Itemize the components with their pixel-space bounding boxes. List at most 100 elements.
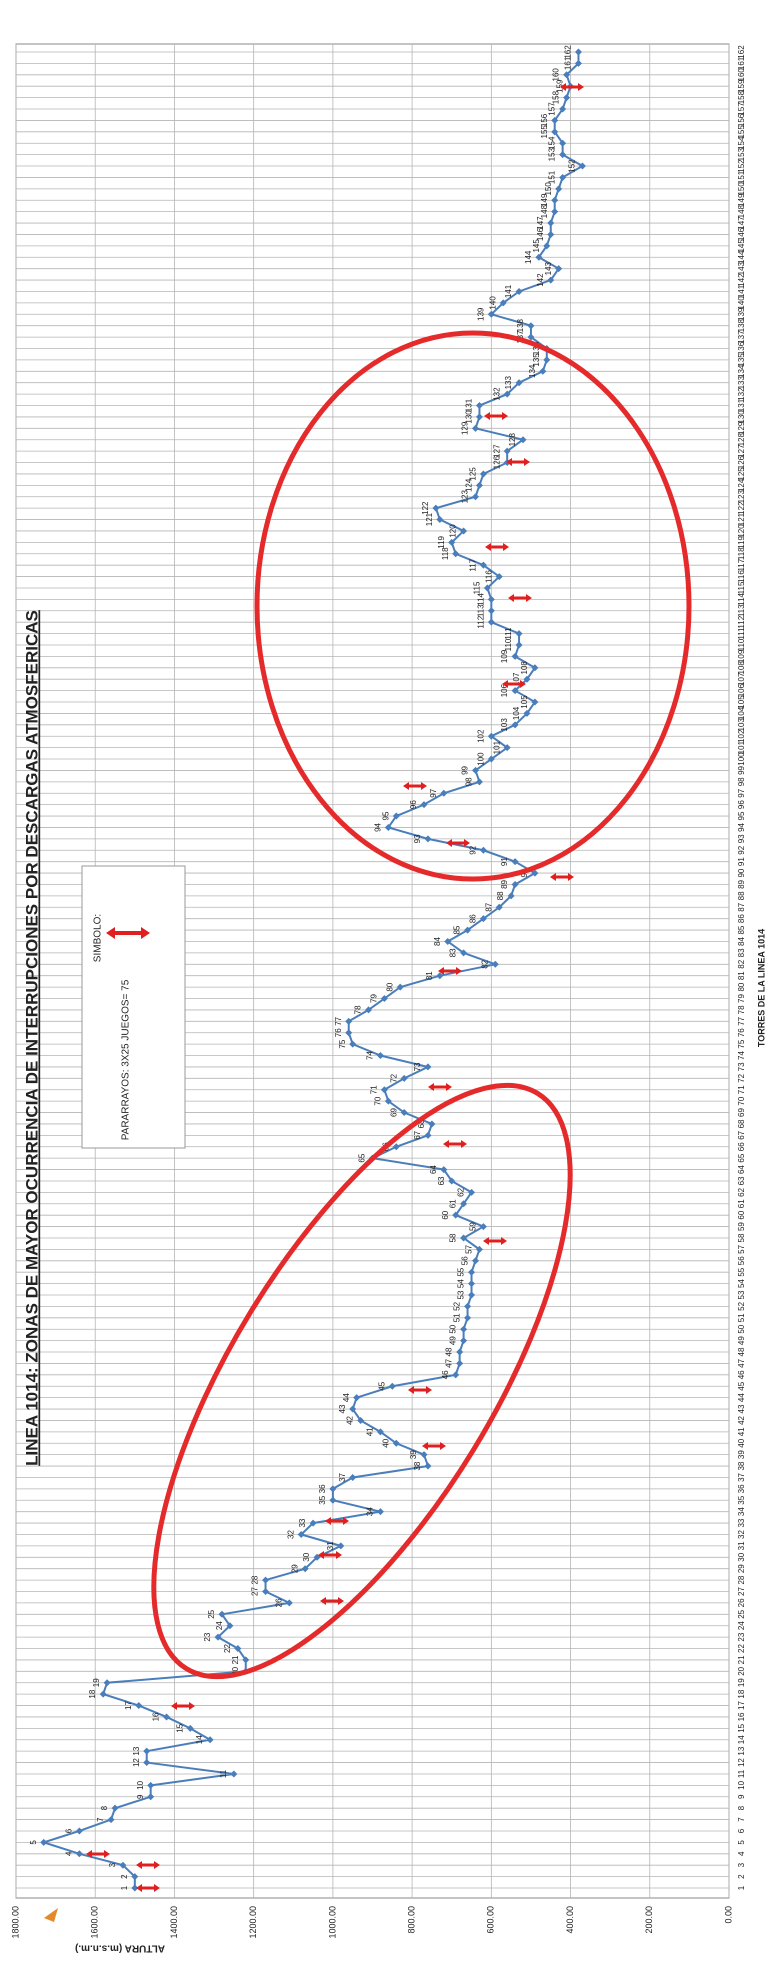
x-tick-label: 111 [737, 627, 746, 640]
point [75, 1827, 83, 1835]
data-label: 129 [461, 421, 470, 435]
x-tick-label: 110 [737, 638, 746, 651]
arrester-symbol [438, 967, 462, 975]
x-tick-label: 86 [737, 914, 746, 923]
x-tick-label: 72 [737, 1073, 746, 1082]
point [487, 732, 495, 740]
x-tick-label: 48 [737, 1347, 746, 1356]
point [147, 1781, 155, 1789]
data-label: 103 [500, 718, 509, 732]
x-tick-label: 60 [737, 1210, 746, 1219]
data-label: 22 [223, 1644, 232, 1653]
data-label: 34 [366, 1507, 375, 1516]
data-label: 162 [564, 45, 573, 59]
point [511, 880, 519, 888]
point [376, 1428, 384, 1436]
data-label: 127 [492, 444, 501, 458]
data-label: 21 [231, 1655, 240, 1664]
x-tick-label: 38 [737, 1461, 746, 1470]
point [483, 584, 491, 592]
arrow-heads [428, 1083, 452, 1091]
x-tick-label: 17 [737, 1701, 746, 1710]
data-label: 71 [369, 1085, 378, 1094]
x-tick-label: 5 [737, 1840, 746, 1845]
data-label: 109 [500, 649, 509, 663]
x-tick-label: 91 [737, 857, 746, 866]
x-tick-label: 84 [737, 936, 746, 945]
icon [44, 1908, 58, 1922]
arrester-symbol [325, 1517, 349, 1525]
data-label: 150 [544, 182, 553, 196]
data-label: 140 [488, 296, 497, 310]
data-label: 73 [413, 1062, 422, 1071]
y-tick-label: 800.00 [406, 1906, 416, 1934]
x-tick-label: 80 [737, 982, 746, 991]
point [551, 128, 559, 136]
point [345, 1017, 353, 1025]
x-tick-label: 121 [737, 512, 746, 526]
x-tick-label: 90 [737, 868, 746, 877]
x-tick-label: 67 [737, 1130, 746, 1139]
x-tick-label: 69 [737, 1108, 746, 1117]
arrester-symbol [136, 1884, 160, 1892]
x-tick-label: 150 [737, 182, 746, 196]
data-label: 96 [409, 800, 418, 809]
point [380, 995, 388, 1003]
point [547, 219, 555, 227]
y-tick-label: 1400.00 [169, 1906, 179, 1939]
data-label: 30 [302, 1552, 311, 1561]
x-tick-label: 120 [737, 524, 746, 538]
data-label: 89 [500, 879, 509, 888]
x-tick-label: 40 [737, 1438, 746, 1447]
x-tick-label: 95 [737, 811, 746, 820]
x-tick-label: 102 [737, 729, 746, 743]
data-label: 78 [354, 1005, 363, 1014]
x-tick-label: 144 [737, 250, 746, 264]
x-tick-label: 133 [737, 375, 746, 389]
point [515, 287, 523, 295]
x-tick-label: 56 [737, 1256, 746, 1265]
x-tick-label: 123 [737, 490, 746, 504]
data-label: 136 [532, 341, 541, 355]
point [503, 744, 511, 752]
data-label: 105 [520, 695, 529, 709]
x-tick-label: 157 [737, 102, 746, 116]
point [475, 402, 483, 410]
x-tick-label: 1 [737, 1885, 746, 1890]
data-label: 151 [548, 170, 557, 184]
point [376, 1508, 384, 1516]
x-tick-label: 99 [737, 765, 746, 774]
arrester-symbol [502, 680, 526, 688]
x-tick-label: 62 [737, 1187, 746, 1196]
x-tick-label: 142 [737, 273, 746, 287]
data-label: 99 [461, 765, 470, 774]
data-label: 9 [136, 1794, 145, 1799]
data-label: 154 [548, 136, 557, 150]
arrester-symbol [443, 1140, 467, 1148]
arrester-symbol [506, 458, 530, 466]
x-tick-label: 31 [737, 1541, 746, 1550]
data-label: 135 [532, 353, 541, 367]
arrester-symbol [560, 83, 584, 91]
point [357, 1416, 365, 1424]
data-label: 112 [476, 615, 485, 628]
arrow-heads [136, 1884, 160, 1892]
point [551, 196, 559, 204]
point [563, 94, 571, 102]
arrow-heads [560, 83, 584, 91]
x-tick-label: 19 [737, 1678, 746, 1687]
point [329, 1496, 337, 1504]
data-label: 46 [441, 1370, 450, 1379]
point [353, 1394, 361, 1402]
x-tick-label: 22 [737, 1644, 746, 1653]
data-label: 97 [429, 788, 438, 797]
data-label: 84 [433, 936, 442, 945]
point [400, 1109, 408, 1117]
data-label: 12 [132, 1758, 141, 1767]
data-label: 141 [504, 284, 513, 298]
point [547, 230, 555, 238]
point [479, 915, 487, 923]
x-tick-label: 134 [737, 364, 746, 378]
point [242, 1656, 250, 1664]
